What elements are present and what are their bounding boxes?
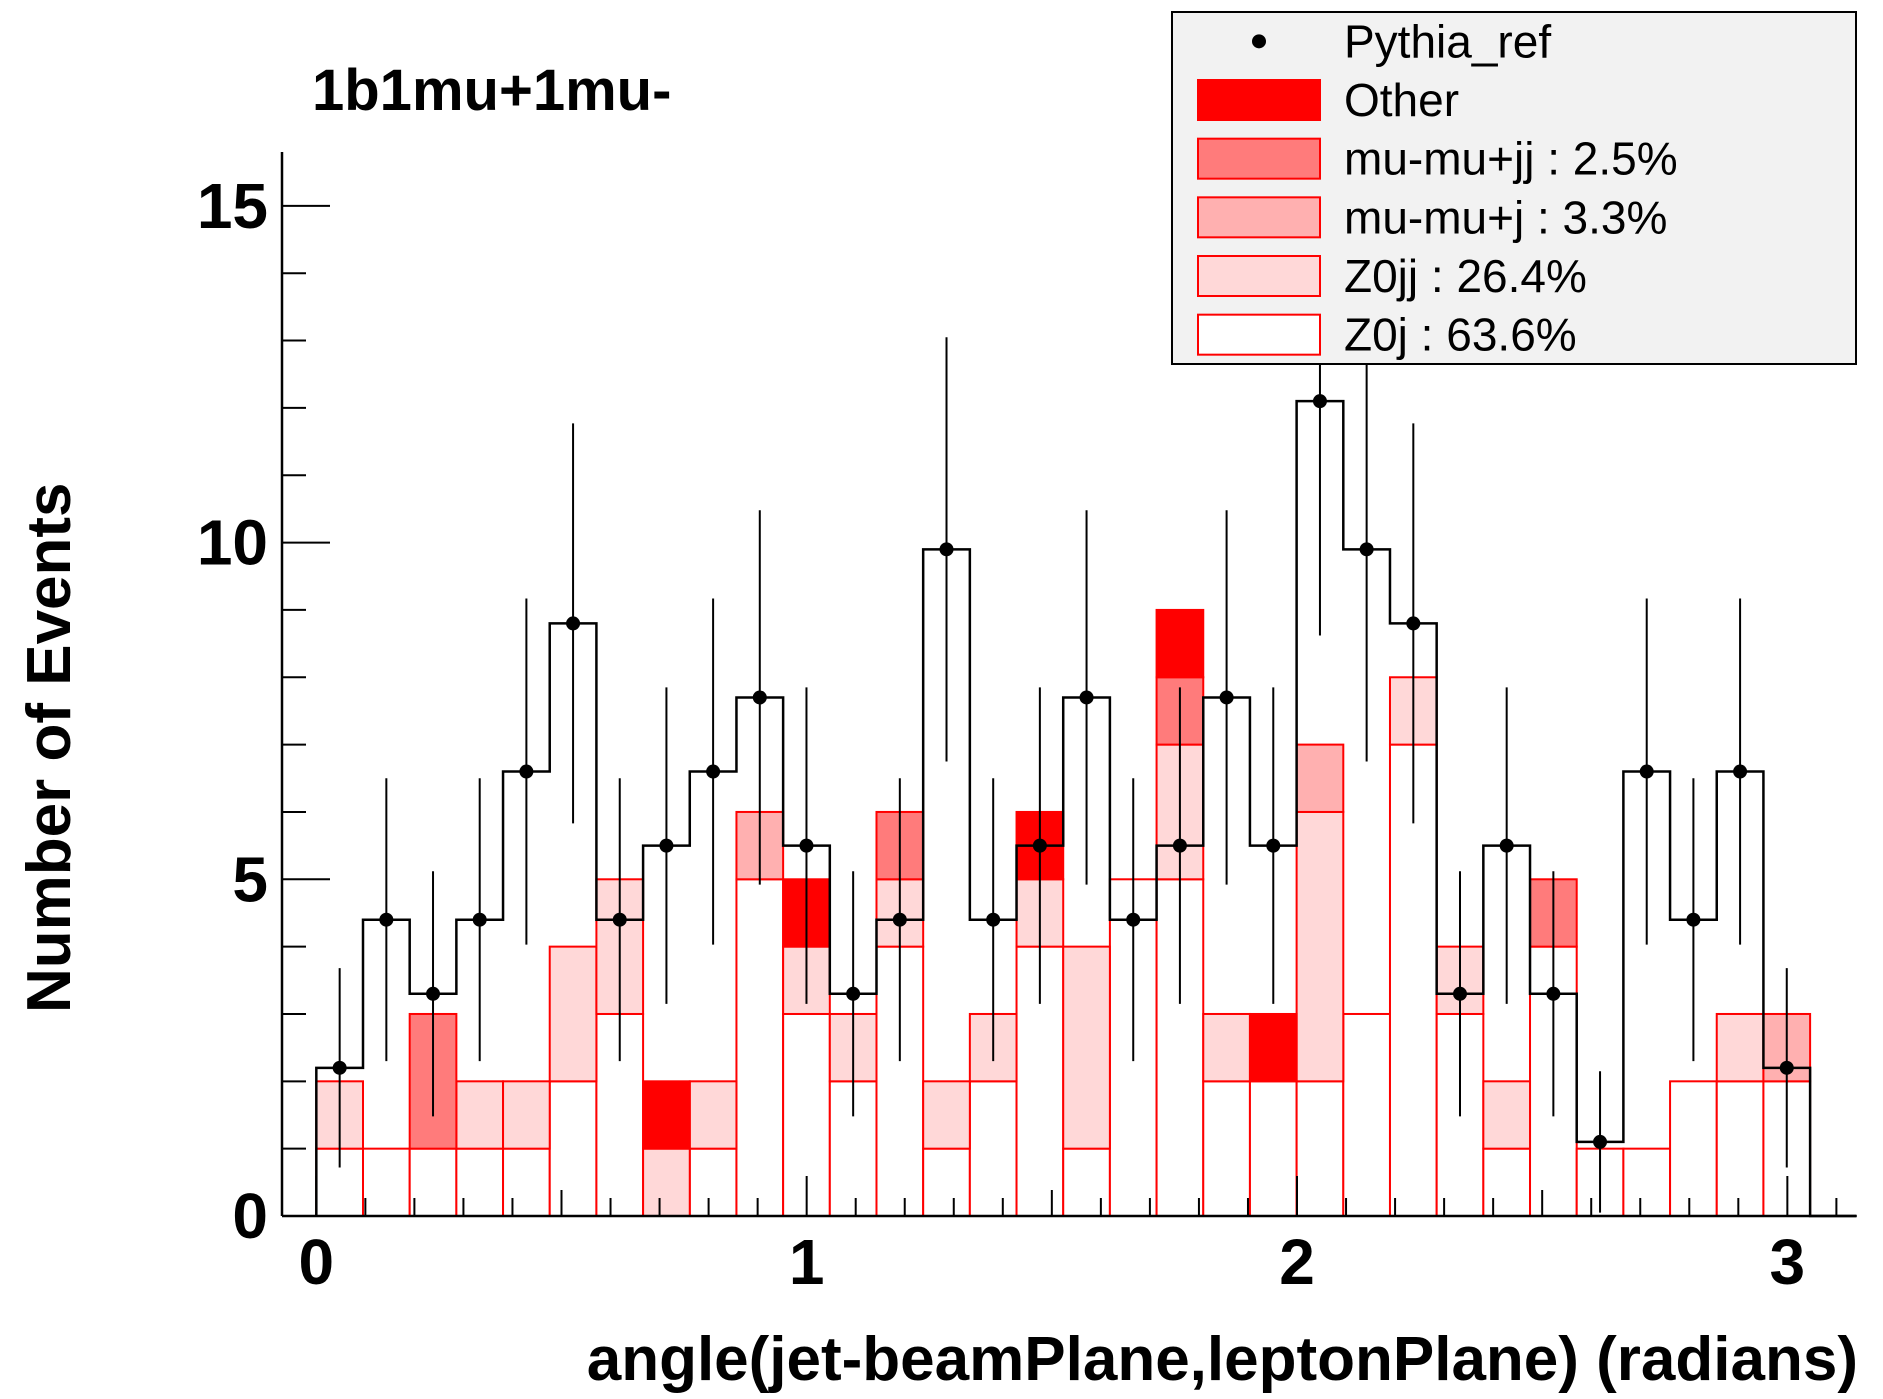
x-tick-label-2: 2 xyxy=(1279,1226,1315,1298)
legend-label-pythia-ref: Pythia_ref xyxy=(1344,15,1551,67)
data-point-bin-10 xyxy=(799,838,814,853)
legend-label-mu-mu-jj: mu-mu+jj : 2.5% xyxy=(1344,133,1678,185)
data-point-bin-27 xyxy=(1593,1134,1608,1149)
data-point-bin-8 xyxy=(706,764,721,779)
data-point-bin-31 xyxy=(1779,1060,1794,1075)
data-point-bin-13 xyxy=(939,542,954,557)
y-tick-label-0: 0 xyxy=(232,1180,268,1252)
bar-z0j-bin-19 xyxy=(1202,1080,1251,1217)
bar-z0jj-bin-4 xyxy=(502,1080,551,1150)
data-point-bin-16 xyxy=(1079,690,1094,705)
bar-z0jj-bin-19 xyxy=(1202,1012,1251,1083)
x-tick-label-3: 3 xyxy=(1770,1226,1806,1298)
legend-swatch-z0j xyxy=(1197,313,1321,356)
data-point-bin-6 xyxy=(612,912,627,927)
legend-swatch-z0jj xyxy=(1197,255,1321,297)
bar-z0jj-bin-8 xyxy=(688,1080,738,1150)
x-tick-label-0: 0 xyxy=(299,1226,335,1298)
data-point-bin-28 xyxy=(1639,764,1654,779)
bar-z0jj-bin-21 xyxy=(1295,810,1345,1083)
data-point-bin-26 xyxy=(1546,986,1561,1001)
data-point-bin-0 xyxy=(332,1060,347,1075)
data-point-bin-23 xyxy=(1406,616,1421,631)
y-tick-label-5: 5 xyxy=(232,843,268,915)
data-point-bin-15 xyxy=(1032,838,1047,853)
bar-mu-mu-j-bin-21 xyxy=(1295,743,1345,813)
data-point-bin-17 xyxy=(1126,912,1141,927)
data-point-bin-3 xyxy=(472,912,487,927)
bar-z0j-bin-30 xyxy=(1715,1080,1765,1217)
bar-z0jj-bin-3 xyxy=(455,1080,505,1150)
x-tick-label-1: 1 xyxy=(789,1226,825,1298)
y-axis-label: Number of Events xyxy=(15,482,84,1013)
bar-z0j-bin-25 xyxy=(1482,1147,1532,1217)
bar-z0j-bin-21 xyxy=(1295,1080,1345,1217)
data-point-bin-4 xyxy=(519,764,534,779)
bar-z0j-bin-2 xyxy=(408,1147,458,1217)
data-point-bin-7 xyxy=(659,838,674,853)
data-point-bin-25 xyxy=(1499,838,1514,853)
data-point-bin-2 xyxy=(426,986,441,1001)
legend-swatch-other xyxy=(1197,79,1321,121)
bar-z0j-bin-20 xyxy=(1248,1080,1298,1217)
legend-swatch-mu-mu-j xyxy=(1197,196,1321,239)
bar-z0j-bin-4 xyxy=(502,1147,551,1217)
data-point-bin-22 xyxy=(1359,542,1374,557)
data-point-bin-1 xyxy=(379,912,394,927)
y-tick-label-10: 10 xyxy=(197,507,268,579)
bar-other-bin-18 xyxy=(1155,608,1205,679)
bar-z0j-bin-22 xyxy=(1342,1012,1391,1217)
legend-label-mu-mu-j: mu-mu+j : 3.3% xyxy=(1344,191,1667,243)
bar-z0jj-bin-5 xyxy=(548,945,598,1083)
data-point-bin-21 xyxy=(1312,394,1327,409)
data-point-bin-19 xyxy=(1219,690,1234,705)
bar-z0jj-bin-25 xyxy=(1482,1080,1532,1150)
bar-z0jj-bin-13 xyxy=(922,1080,971,1150)
chart-title: 1b1mu+1mu- xyxy=(312,58,671,123)
legend: Pythia_ref Other mu-mu+jj : 2.5% mu-mu+j : … xyxy=(1171,11,1857,365)
data-point-bin-18 xyxy=(1172,838,1187,853)
bar-z0j-bin-13 xyxy=(922,1147,971,1217)
legend-swatch-mu-mu-jj xyxy=(1197,137,1321,180)
data-point-bin-24 xyxy=(1452,986,1467,1001)
bar-z0j-bin-28 xyxy=(1622,1147,1672,1217)
bar-z0j-bin-1 xyxy=(362,1147,411,1217)
legend-label-z0j: Z0j : 63.6% xyxy=(1344,309,1577,361)
data-point-bin-9 xyxy=(752,690,767,705)
data-point-bin-29 xyxy=(1686,912,1701,927)
x-axis-label: angle(jet-beamPlane,leptonPlane) (radian… xyxy=(587,1325,1858,1394)
bar-z0jj-bin-7 xyxy=(642,1147,691,1217)
legend-box xyxy=(1171,11,1857,365)
data-point-bin-14 xyxy=(986,912,1001,927)
legend-label-other: Other xyxy=(1344,74,1459,126)
bar-z0j-bin-8 xyxy=(688,1147,738,1217)
bar-z0j-bin-9 xyxy=(735,878,785,1217)
bar-z0jj-bin-30 xyxy=(1715,1012,1765,1083)
y-tick-label-15: 15 xyxy=(197,170,268,242)
data-point-bin-11 xyxy=(846,986,861,1001)
data-point-bin-12 xyxy=(892,912,907,927)
bar-other-bin-20 xyxy=(1248,1012,1298,1083)
bar-z0j-bin-5 xyxy=(548,1080,598,1217)
reference-histogram-outline xyxy=(315,399,1857,1218)
legend-swatch-pythia-ref xyxy=(1252,34,1266,49)
bar-z0j-bin-16 xyxy=(1062,1147,1111,1217)
bar-other-bin-7 xyxy=(642,1080,691,1150)
data-point-bin-20 xyxy=(1266,838,1281,853)
bar-z0j-bin-29 xyxy=(1669,1080,1718,1217)
legend-label-z0jj: Z0jj : 26.4% xyxy=(1344,250,1587,302)
bar-z0jj-bin-16 xyxy=(1062,945,1111,1150)
data-point-bin-30 xyxy=(1733,764,1748,779)
data-point-bin-5 xyxy=(566,616,581,631)
bar-z0j-bin-14 xyxy=(968,1080,1018,1217)
